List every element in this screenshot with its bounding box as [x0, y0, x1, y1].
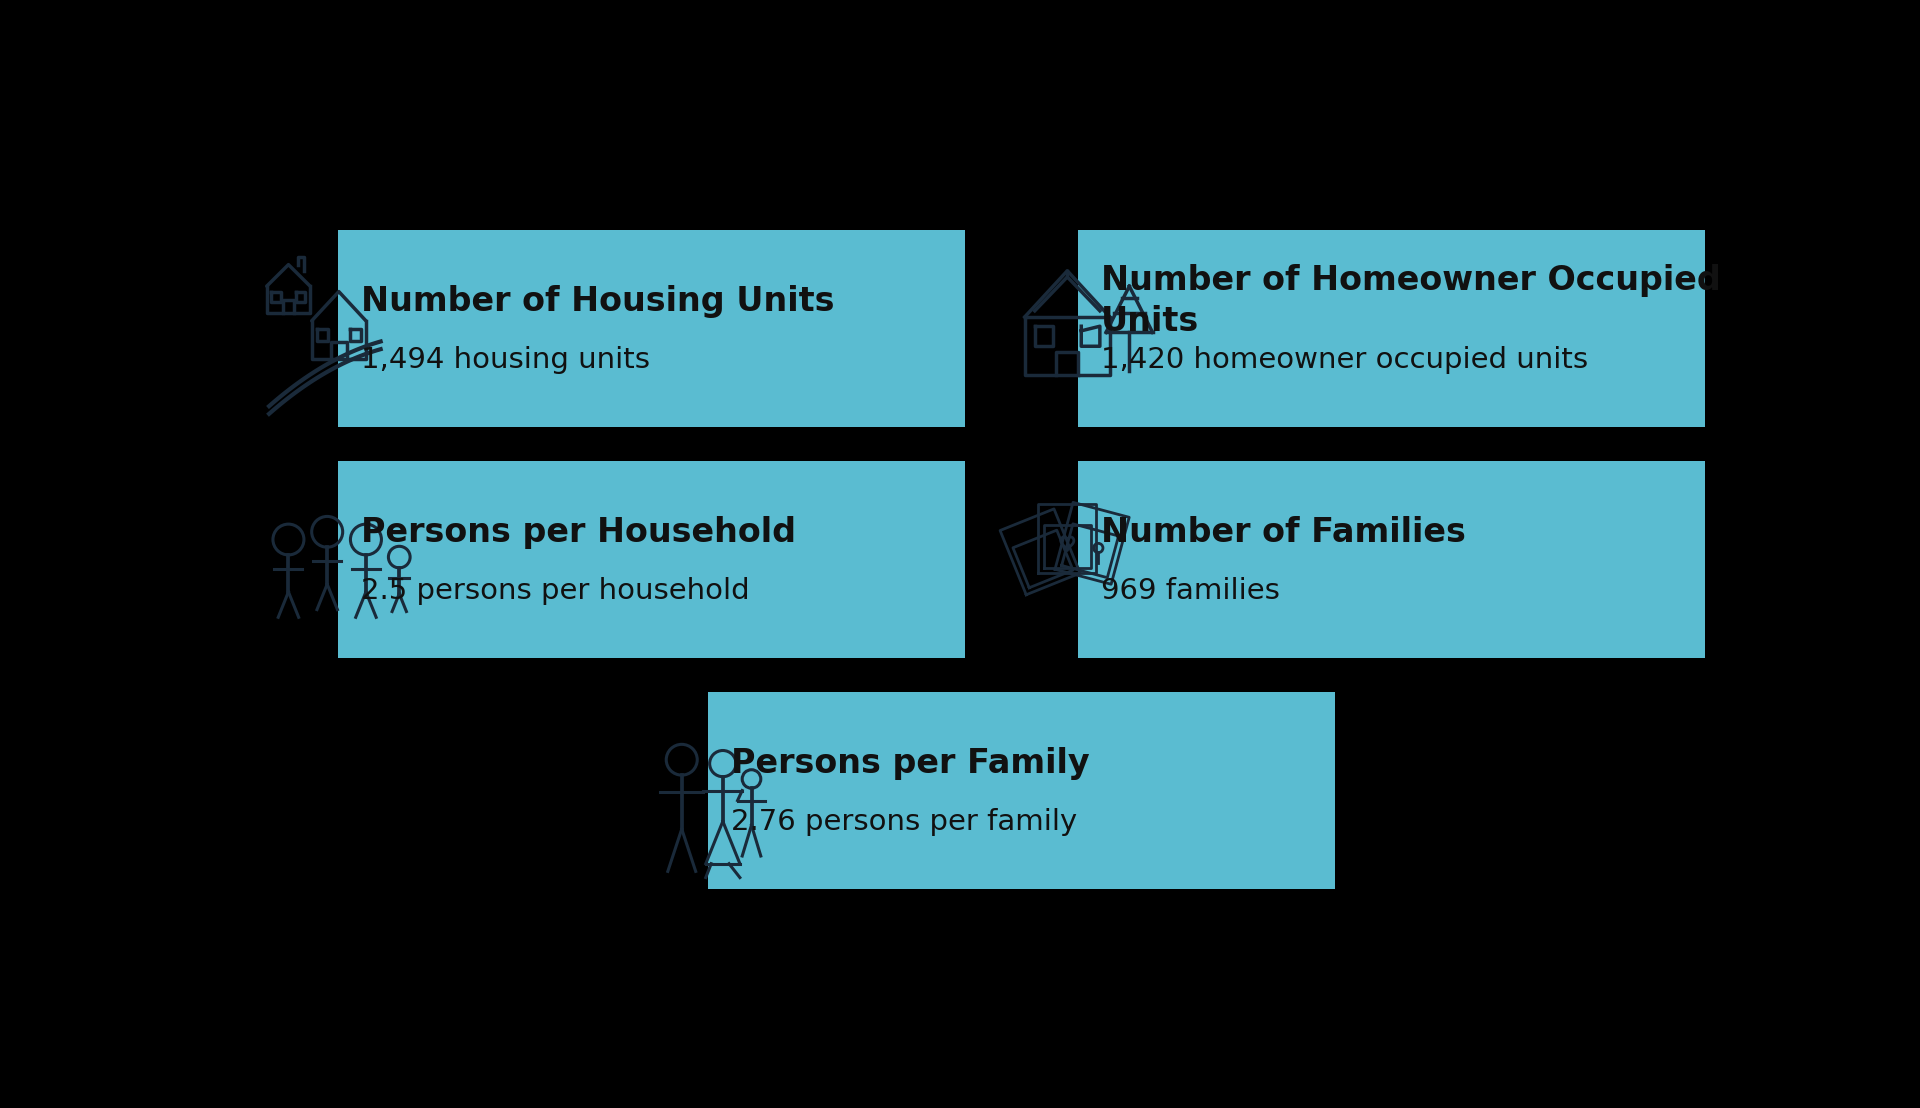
- Text: Number of Housing Units: Number of Housing Units: [361, 285, 835, 318]
- Text: Persons per Household: Persons per Household: [361, 515, 797, 548]
- Text: Number of Families: Number of Families: [1102, 515, 1467, 548]
- Text: Number of Homeowner Occupied
Units: Number of Homeowner Occupied Units: [1102, 264, 1720, 338]
- Text: 2.76 persons per family: 2.76 persons per family: [732, 808, 1077, 835]
- Text: 1,420 homeowner occupied units: 1,420 homeowner occupied units: [1102, 346, 1588, 375]
- FancyBboxPatch shape: [338, 461, 964, 658]
- FancyBboxPatch shape: [1077, 461, 1705, 658]
- FancyBboxPatch shape: [338, 230, 964, 427]
- FancyBboxPatch shape: [1077, 230, 1705, 427]
- Text: 1,494 housing units: 1,494 housing units: [361, 346, 651, 375]
- Text: 2.5 persons per household: 2.5 persons per household: [361, 577, 749, 605]
- FancyBboxPatch shape: [708, 692, 1334, 889]
- Text: Persons per Family: Persons per Family: [732, 747, 1091, 780]
- Text: 969 families: 969 families: [1102, 577, 1281, 605]
